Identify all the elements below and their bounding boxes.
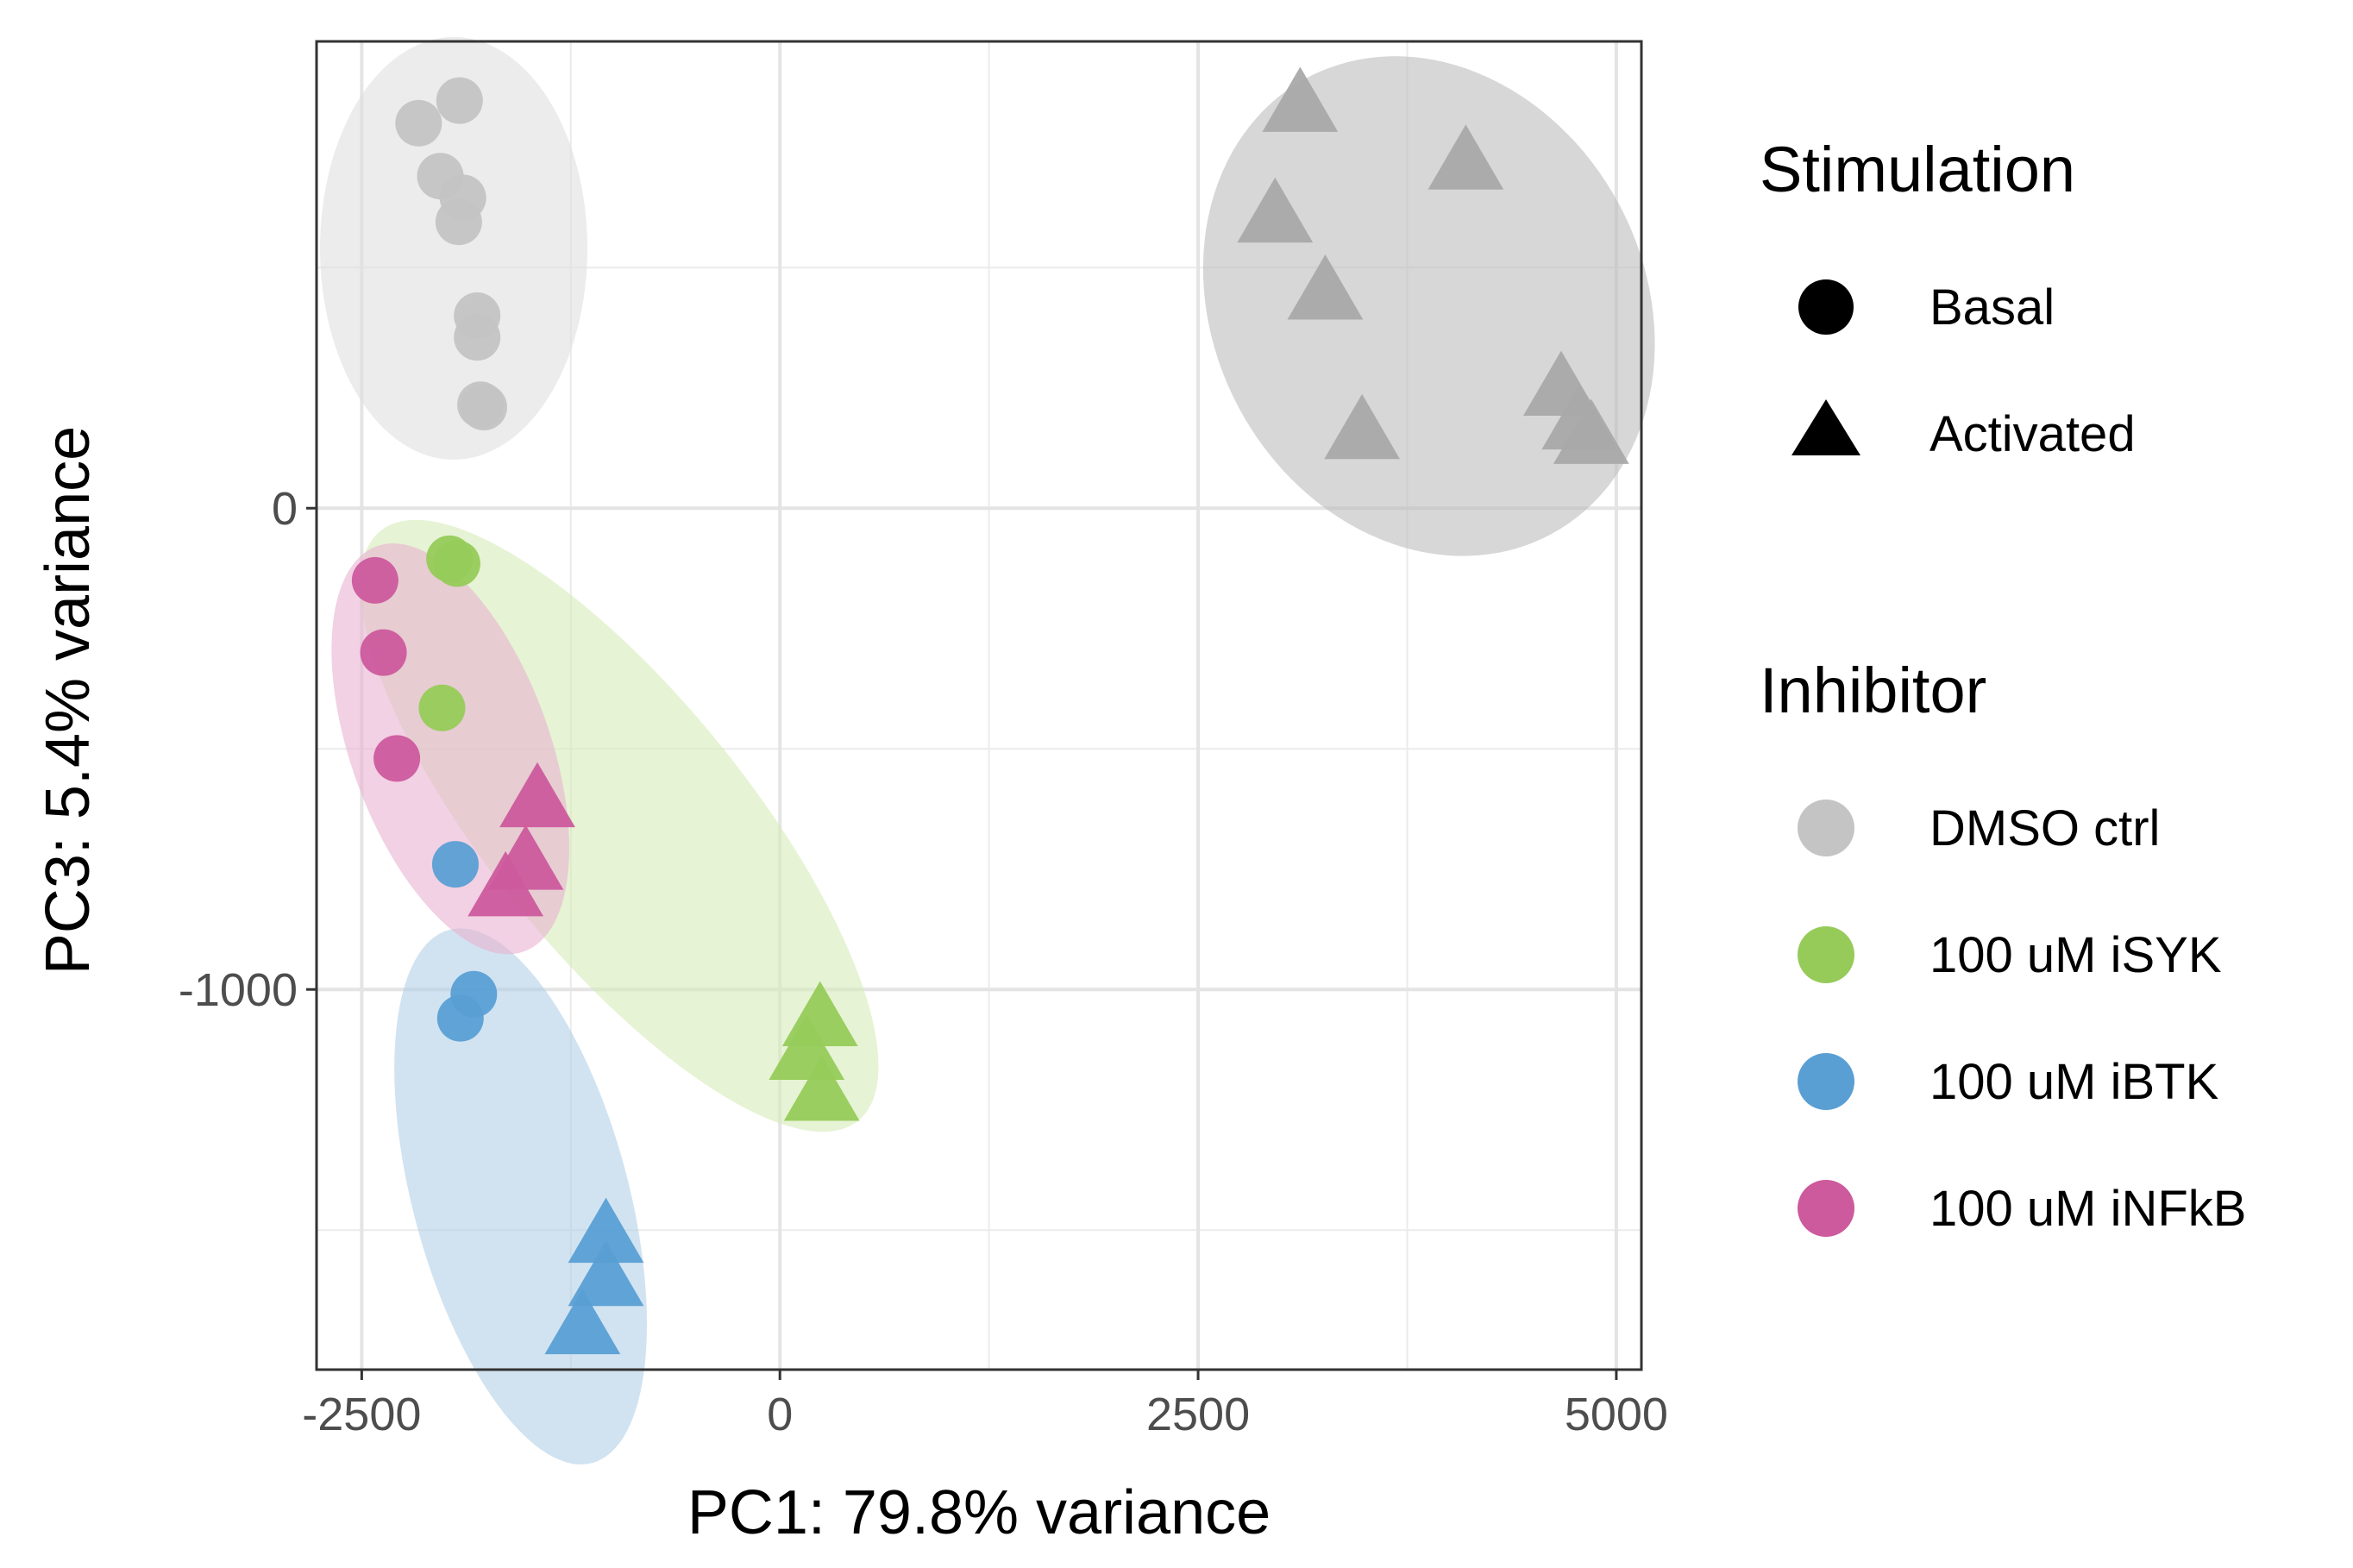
legend-label-basal: Basal	[1929, 279, 2055, 336]
dmso-ctrl-basal-point	[395, 99, 442, 147]
legend-key-basal-circle	[1798, 279, 1854, 335]
dmso-ctrl-activated-point	[1287, 254, 1364, 320]
dmso-ctrl-activated-point	[1324, 393, 1401, 460]
y-tick-label: -1000	[179, 964, 298, 1016]
100-um-infkb-activated-point	[499, 762, 575, 828]
data-points	[351, 66, 1629, 1355]
legend-title-stimulation: Stimulation	[1760, 134, 2075, 205]
legend-label-100-um-ibtk: 100 uM iBTK	[1929, 1054, 2219, 1110]
dmso-ctrl-basal-point	[460, 384, 507, 431]
legend-title-inhibitor: Inhibitor	[1760, 655, 1986, 726]
100-um-infkb-basal-point	[373, 735, 421, 782]
dmso-ctrl-activated-point	[1427, 124, 1504, 190]
x-tick-label: 0	[767, 1389, 793, 1440]
100-um-isyk-activated-point	[783, 1056, 860, 1121]
ellipse-dmso-ctrl-basal	[320, 36, 588, 460]
x-tick-label: 2500	[1146, 1389, 1250, 1440]
y-axis-title: PC3: 5.4% variance	[34, 426, 103, 975]
dmso-ctrl-activated-point	[1237, 177, 1314, 243]
legend-label-activated: Activated	[1929, 406, 2136, 462]
legend-key-activated-triangle	[1791, 399, 1860, 455]
100-um-isyk-basal-point	[418, 684, 466, 731]
legend-key-100-um-infkb	[1798, 1180, 1854, 1237]
x-axis: -2500 0 2500 5000	[302, 1370, 1668, 1440]
x-axis-title: PC1: 79.8% variance	[687, 1478, 1271, 1547]
legend-key-dmso-ctrl	[1798, 800, 1854, 856]
100-um-ibtk-activated-point	[568, 1197, 644, 1264]
dmso-ctrl-activated-point	[1262, 66, 1339, 132]
y-tick-label: 0	[272, 483, 298, 535]
dmso-ctrl-basal-point	[436, 77, 483, 124]
ellipse-dmso-ctrl-activated	[1202, 56, 1655, 556]
dmso-ctrl-basal-point	[435, 198, 482, 246]
100-um-isyk-basal-point	[433, 540, 480, 587]
y-axis: 0 -1000	[179, 483, 317, 1016]
legend: Stimulation Basal Activated Inhibitor DMSO c…	[1760, 134, 2246, 1237]
100-um-infkb-basal-point	[351, 556, 398, 604]
100-um-ibtk-activated-point	[544, 1289, 621, 1355]
x-tick-label: -2500	[302, 1389, 421, 1440]
legend-label-dmso-ctrl: DMSO ctrl	[1929, 800, 2160, 856]
legend-key-100-um-ibtk	[1798, 1053, 1854, 1110]
legend-key-100-um-isyk	[1798, 926, 1854, 983]
100-um-infkb-activated-point	[467, 850, 544, 917]
100-um-infkb-basal-point	[360, 629, 407, 676]
plot-panel	[315, 36, 1655, 1465]
100-um-ibtk-basal-point	[436, 994, 484, 1042]
dmso-ctrl-activated-point	[1553, 398, 1629, 464]
100-um-ibtk-basal-point	[431, 841, 479, 888]
panel-border	[315, 40, 1643, 1371]
legend-label-100-um-infkb: 100 uM iNFkB	[1929, 1181, 2246, 1237]
100-um-ibtk-activated-point	[568, 1240, 644, 1307]
x-tick-label: 5000	[1565, 1389, 1668, 1440]
dmso-ctrl-basal-point	[454, 314, 501, 361]
legend-label-100-um-isyk: 100 uM iSYK	[1929, 927, 2222, 983]
